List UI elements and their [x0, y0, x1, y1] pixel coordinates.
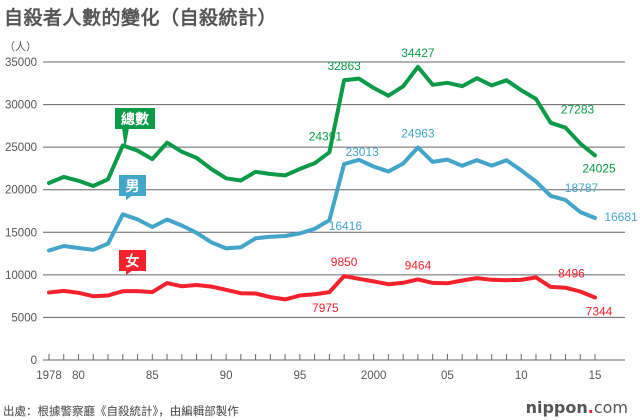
data-label: 18787: [565, 181, 599, 195]
x-tick-label: 1978: [36, 370, 62, 382]
data-label: 23013: [345, 145, 379, 159]
y-tick-label: 15000: [5, 227, 37, 239]
series-label-pointer: [122, 128, 129, 149]
y-tick-label: 35000: [5, 57, 37, 69]
x-tick-label: 90: [220, 370, 233, 382]
y-tick-label: 10000: [5, 270, 37, 282]
data-label: 34427: [401, 46, 435, 60]
series-line-0: [47, 64, 597, 188]
series-label-box: [115, 108, 155, 129]
x-tick-label: 05: [441, 370, 454, 382]
x-tick-label: 10: [515, 370, 528, 382]
series-label-box: [119, 175, 146, 196]
series-label-0: 總數: [121, 111, 149, 127]
data-label: 9464: [405, 258, 432, 272]
y-tick-label: 30000: [5, 100, 37, 112]
x-tick-label: 95: [293, 370, 306, 382]
data-label: 16681: [604, 210, 638, 224]
data-label: 9850: [331, 255, 358, 269]
data-label: 32863: [327, 59, 361, 73]
y-tick-label: 25000: [5, 142, 37, 154]
series-label-pointer: [126, 270, 133, 275]
y-tick-label: 5000: [11, 312, 37, 324]
data-label: 24025: [582, 161, 616, 175]
y-tick-label: 20000: [5, 185, 37, 197]
source-note: 出處：根據警察廳《自殺統計》，由編輯部製作: [3, 404, 239, 418]
y-tick-label: 0: [31, 355, 37, 367]
nippon-logo: nippon.com: [525, 398, 628, 417]
data-label: 8496: [558, 267, 585, 281]
data-label: 7344: [586, 304, 613, 318]
series-line-2: [47, 274, 597, 302]
series-label-box: [119, 250, 146, 271]
series-label-2: 女: [126, 253, 140, 269]
series-line-1: [47, 145, 597, 253]
data-label: 7975: [312, 301, 339, 315]
x-tick-label: 2000: [361, 370, 387, 382]
series-label-1: 男: [126, 178, 140, 194]
series-label-pointer: [126, 195, 133, 200]
x-tick-label: 85: [146, 370, 159, 382]
x-tick-label: 80: [72, 370, 85, 382]
data-label: 24963: [401, 126, 435, 140]
data-label: 24391: [309, 129, 343, 143]
data-label: 27283: [561, 103, 595, 117]
chart-title: 自殺者人數的變化（自殺統計）: [4, 7, 278, 29]
data-label: 16416: [329, 219, 363, 233]
x-tick-label: 15: [589, 370, 602, 382]
y-axis-unit-label: （人）: [4, 40, 37, 53]
